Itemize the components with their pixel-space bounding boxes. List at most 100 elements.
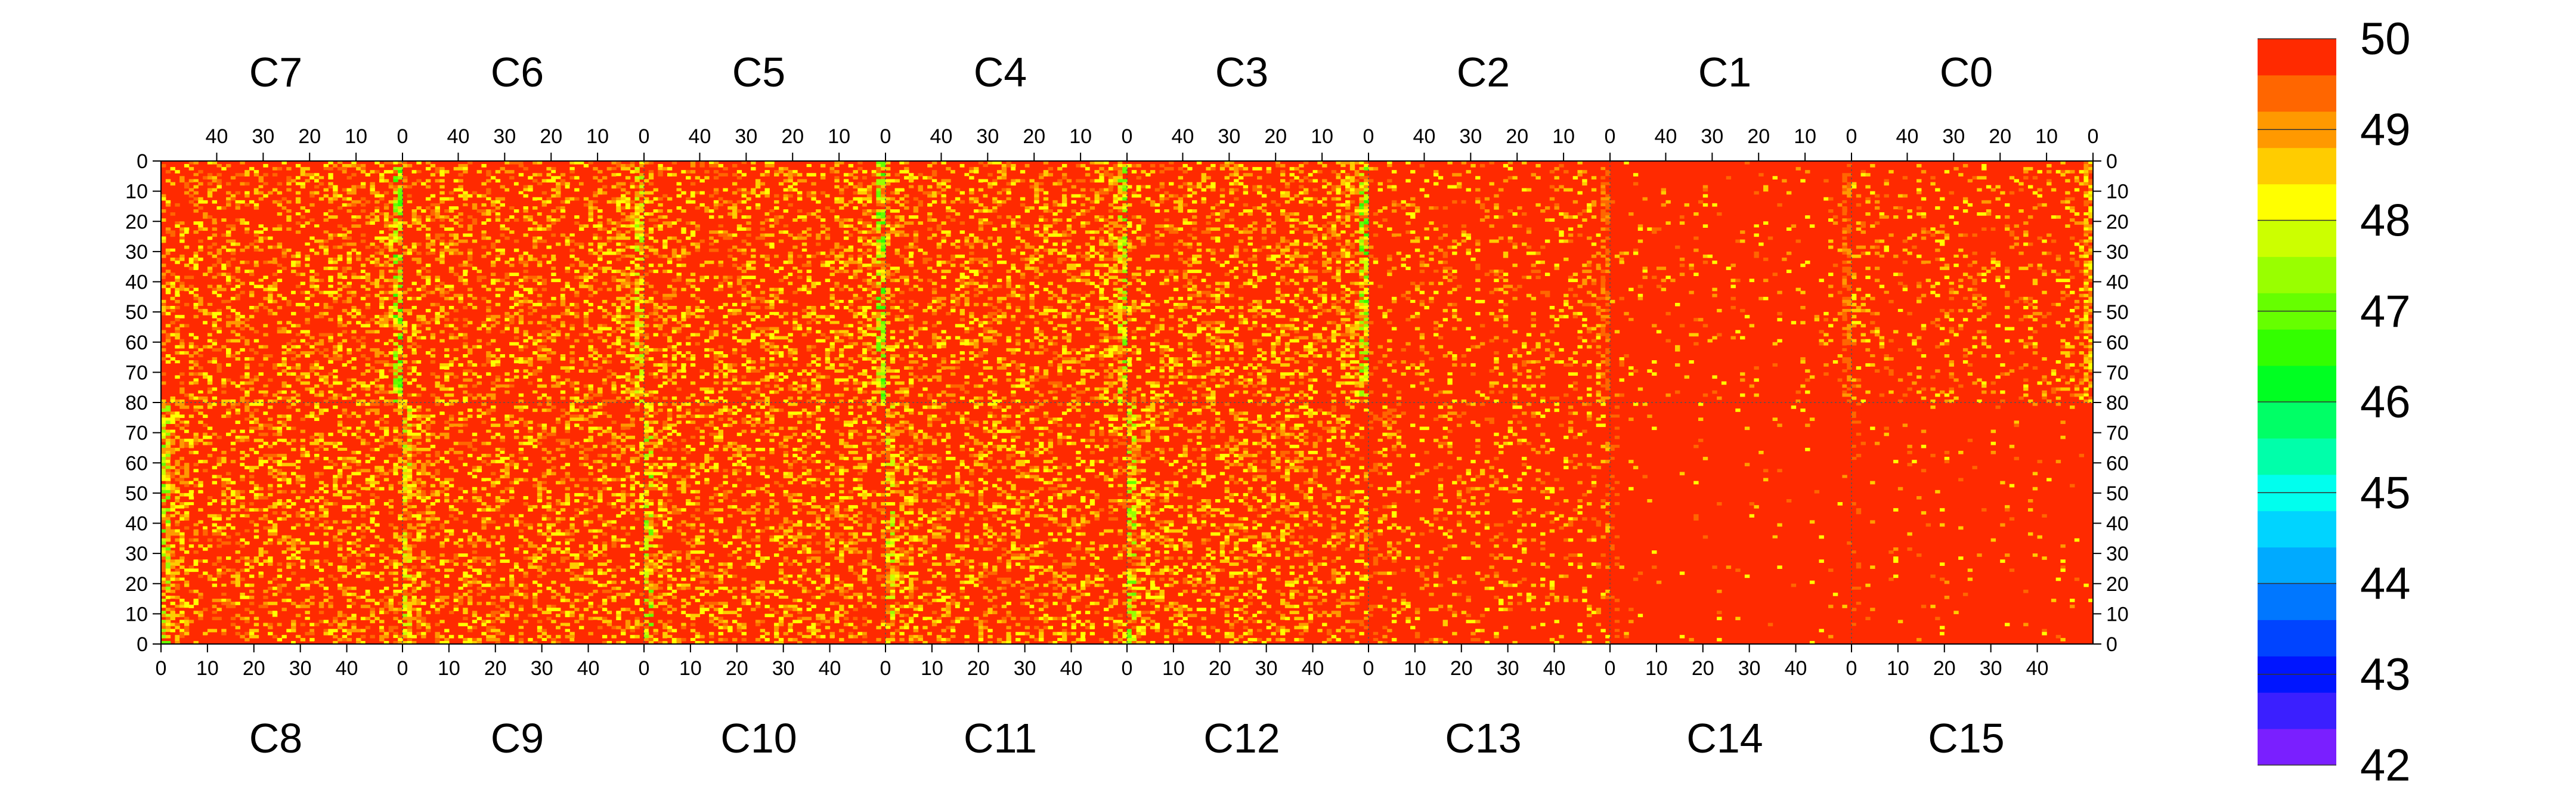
heatmap-cell <box>542 282 547 286</box>
heatmap-cell <box>737 312 742 315</box>
heatmap-cell <box>932 173 937 177</box>
heatmap-cell <box>946 167 950 171</box>
heatmap-cell <box>927 182 932 185</box>
heatmap-cell <box>384 224 389 228</box>
heatmap-cell <box>537 333 542 337</box>
heatmap-cell <box>504 227 509 231</box>
heatmap-cell <box>319 379 324 382</box>
heatmap-cell <box>857 191 862 195</box>
heatmap-cell <box>551 339 556 343</box>
heatmap-cell <box>356 382 361 385</box>
heatmap-cell <box>691 182 695 185</box>
heatmap-cell <box>463 333 467 337</box>
heatmap-cell <box>407 200 412 204</box>
heatmap-cell <box>454 252 459 255</box>
heatmap-cell <box>519 300 524 304</box>
heatmap-cell <box>630 206 635 210</box>
heatmap-cell <box>589 267 593 270</box>
heatmap-cell <box>634 249 639 252</box>
heatmap-cell <box>212 342 217 346</box>
heatmap-cell <box>853 315 857 318</box>
heatmap-cell <box>412 303 417 306</box>
heatmap-cell <box>649 176 654 179</box>
heatmap-cell <box>384 237 389 240</box>
heatmap-cell <box>551 336 556 340</box>
heatmap-cell <box>259 261 264 264</box>
heatmap-cell <box>509 339 514 343</box>
heatmap-cell <box>166 339 171 343</box>
heatmap-cell <box>849 366 853 370</box>
heatmap-cell <box>654 375 658 379</box>
heatmap-cell <box>305 388 309 391</box>
heatmap-cell <box>872 285 877 289</box>
heatmap-cell <box>927 227 932 231</box>
heatmap-cell <box>597 327 602 330</box>
heatmap-cell <box>532 246 537 249</box>
heatmap-cell <box>714 240 719 243</box>
heatmap-cell <box>467 369 472 373</box>
heatmap-cell <box>607 345 612 349</box>
heatmap-cell <box>756 321 760 324</box>
heatmap-cell <box>370 255 374 258</box>
heatmap-cell <box>342 285 347 289</box>
heatmap-cell <box>834 306 839 309</box>
heatmap-cell <box>662 297 667 301</box>
heatmap-cell <box>792 188 797 192</box>
heatmap-cell <box>937 267 942 270</box>
heatmap-cell <box>166 227 171 231</box>
heatmap-cell <box>500 388 505 391</box>
heatmap-cell <box>607 369 612 373</box>
heatmap-cell <box>319 179 324 182</box>
heatmap-cell <box>221 385 226 388</box>
heatmap-cell <box>909 288 914 292</box>
heatmap-cell <box>166 230 171 234</box>
heatmap-cell <box>784 261 788 264</box>
heatmap-cell <box>198 206 203 210</box>
heatmap-cell <box>769 249 774 252</box>
heatmap-cell <box>551 267 556 270</box>
heatmap-cell <box>273 312 277 315</box>
heatmap-cell <box>839 348 844 352</box>
heatmap-cell <box>551 170 556 174</box>
heatmap-cell <box>194 197 199 201</box>
heatmap-cell <box>268 294 273 298</box>
heatmap-cell <box>393 382 398 385</box>
heatmap-cell <box>672 234 677 237</box>
heatmap-cell <box>519 278 524 282</box>
heatmap-cell <box>319 278 324 282</box>
heatmap-cell <box>649 297 654 301</box>
heatmap-cell <box>709 288 714 292</box>
heatmap-cell <box>872 173 877 177</box>
heatmap-cell <box>439 179 444 182</box>
heatmap-cell <box>528 312 532 315</box>
heatmap-cell <box>918 173 923 177</box>
heatmap-cell <box>719 282 723 286</box>
heatmap-cell <box>519 321 524 324</box>
heatmap-cell <box>361 197 366 201</box>
heatmap-cell <box>481 275 486 279</box>
heatmap-cell <box>458 318 463 321</box>
heatmap-cell <box>319 176 324 179</box>
heatmap-cell <box>412 351 417 355</box>
heatmap-cell <box>491 324 496 327</box>
heatmap-cell <box>579 227 584 231</box>
heatmap-cell <box>719 209 723 213</box>
heatmap-cell <box>184 230 189 234</box>
heatmap-cell <box>960 388 965 391</box>
heatmap-cell <box>449 209 454 213</box>
heatmap-cell <box>765 342 770 346</box>
heatmap-cell <box>551 278 556 282</box>
heatmap-cell <box>909 354 914 358</box>
heatmap-cell <box>746 324 751 327</box>
heatmap-cell <box>273 200 277 204</box>
heatmap-cell <box>946 394 950 397</box>
heatmap-cell <box>584 333 589 337</box>
heatmap-cell <box>816 321 821 324</box>
heatmap-cell <box>746 312 751 315</box>
heatmap-cell <box>904 258 909 261</box>
heatmap-cell <box>524 179 528 182</box>
heatmap-cell <box>584 278 589 282</box>
heatmap-cell <box>509 264 514 267</box>
heatmap-cell <box>370 261 374 264</box>
heatmap-cell <box>872 357 877 361</box>
